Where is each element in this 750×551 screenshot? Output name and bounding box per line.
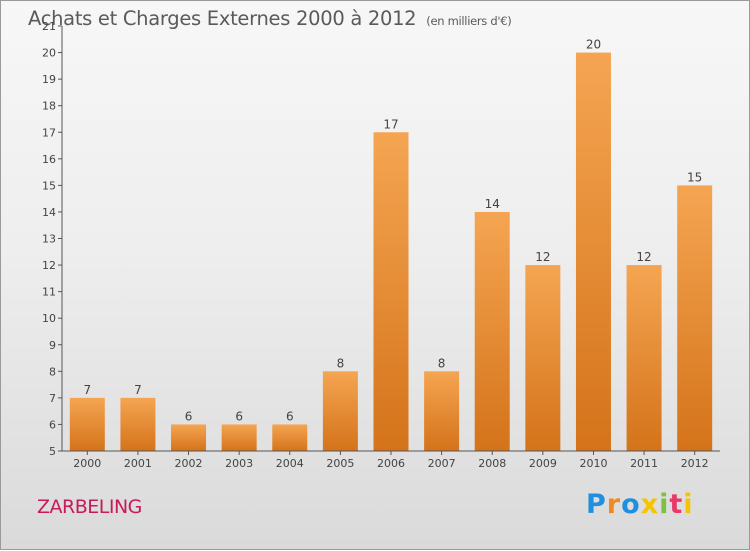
data-label: 7: [83, 383, 91, 397]
bar: [677, 185, 713, 451]
bar-group: 6: [221, 409, 257, 451]
data-label: 15: [687, 170, 702, 184]
bar-group: 8: [424, 356, 460, 451]
x-tick-label: 2003: [225, 457, 253, 470]
y-tick-label: 16: [42, 153, 56, 166]
logo-letter: i: [683, 489, 694, 520]
bar: [626, 265, 662, 451]
y-tick-label: 9: [49, 339, 56, 352]
chart-subtitle: (en milliers d'€): [426, 14, 512, 28]
data-label: 6: [185, 409, 193, 423]
bar-group: 6: [272, 409, 308, 451]
y-tick-label: 13: [42, 233, 56, 246]
data-label: 17: [383, 117, 398, 131]
data-label: 12: [535, 250, 550, 264]
logo-letter: r: [606, 489, 622, 520]
bar-group: 7: [69, 383, 105, 451]
data-label: 20: [586, 38, 601, 52]
data-label: 12: [636, 250, 651, 264]
y-tick-label: 19: [42, 73, 56, 86]
bar: [373, 132, 409, 451]
x-tick-label: 2005: [326, 457, 354, 470]
bar: [474, 211, 510, 451]
x-tick-label: 2007: [428, 457, 456, 470]
data-label: 6: [235, 409, 243, 423]
y-axis: 5 6 7 8 9 10 11 12 13 14 15 16 17 18 19 20 21: [42, 20, 63, 458]
y-tick-label: 10: [42, 312, 56, 325]
bar: [424, 371, 460, 451]
x-tick-label: 2006: [377, 457, 405, 470]
y-tick-label: 6: [49, 418, 56, 431]
bars-group: 7 7 6 6 6 8 17 8 14 12 20 12 15: [69, 38, 713, 451]
bar: [322, 371, 358, 451]
y-tick-label: 18: [42, 100, 56, 113]
logo-letter: t: [669, 489, 684, 520]
bar: [272, 424, 308, 451]
bar: [525, 265, 561, 451]
x-tick-label: 2001: [124, 457, 152, 470]
bar: [221, 424, 257, 451]
bar: [69, 397, 105, 451]
location-label: ZARBELING: [37, 496, 142, 518]
logo-letter: o: [621, 489, 641, 520]
y-tick-label: 8: [49, 365, 56, 378]
logo-letter: i: [659, 489, 670, 520]
proxiti-logo: Proxiti: [586, 489, 694, 520]
y-tick-label: 11: [42, 286, 56, 299]
bar-group: 20: [575, 38, 611, 451]
x-tick-label: 2004: [276, 457, 304, 470]
bar-group: 8: [322, 356, 358, 451]
y-tick-label: 15: [42, 179, 56, 192]
logo-letter: x: [640, 489, 660, 520]
bar-group: 14: [474, 197, 510, 451]
x-tick-label: 2009: [529, 457, 557, 470]
chart-title: Achats et Charges Externes 2000 à 2012 (e…: [28, 7, 512, 30]
x-tick-label: 2000: [73, 457, 101, 470]
logo-letter: P: [586, 489, 607, 520]
x-tick-label: 2010: [579, 457, 607, 470]
bar-group: 12: [525, 250, 561, 451]
data-label: 8: [337, 356, 345, 370]
x-axis: 2000 2001 2002 2003 2004 2005 2006 2007 2008 2009…: [62, 450, 720, 470]
bar-group: 15: [677, 170, 713, 451]
bar: [120, 397, 156, 451]
y-tick-label: 21: [42, 20, 56, 33]
data-label: 7: [134, 383, 142, 397]
x-tick-label: 2008: [478, 457, 506, 470]
bar: [171, 424, 207, 451]
bar-group: 6: [171, 409, 207, 451]
bar-group: 12: [626, 250, 662, 451]
x-tick-label: 2002: [175, 457, 203, 470]
bar: [575, 52, 611, 451]
title-text: Achats et Charges Externes 2000 à 2012: [28, 7, 417, 30]
x-tick-label: 2012: [681, 457, 709, 470]
y-tick-label: 7: [49, 392, 56, 405]
y-tick-label: 17: [42, 126, 56, 139]
y-tick-label: 20: [42, 47, 56, 60]
bar-group: 7: [120, 383, 156, 451]
data-label: 8: [438, 356, 446, 370]
bar-group: 17: [373, 117, 409, 451]
y-tick-label: 12: [42, 259, 56, 272]
x-tick-label: 2011: [630, 457, 658, 470]
data-label: 14: [485, 197, 500, 211]
y-tick-label: 5: [49, 445, 56, 458]
data-label: 6: [286, 409, 294, 423]
y-tick-label: 14: [42, 206, 56, 219]
